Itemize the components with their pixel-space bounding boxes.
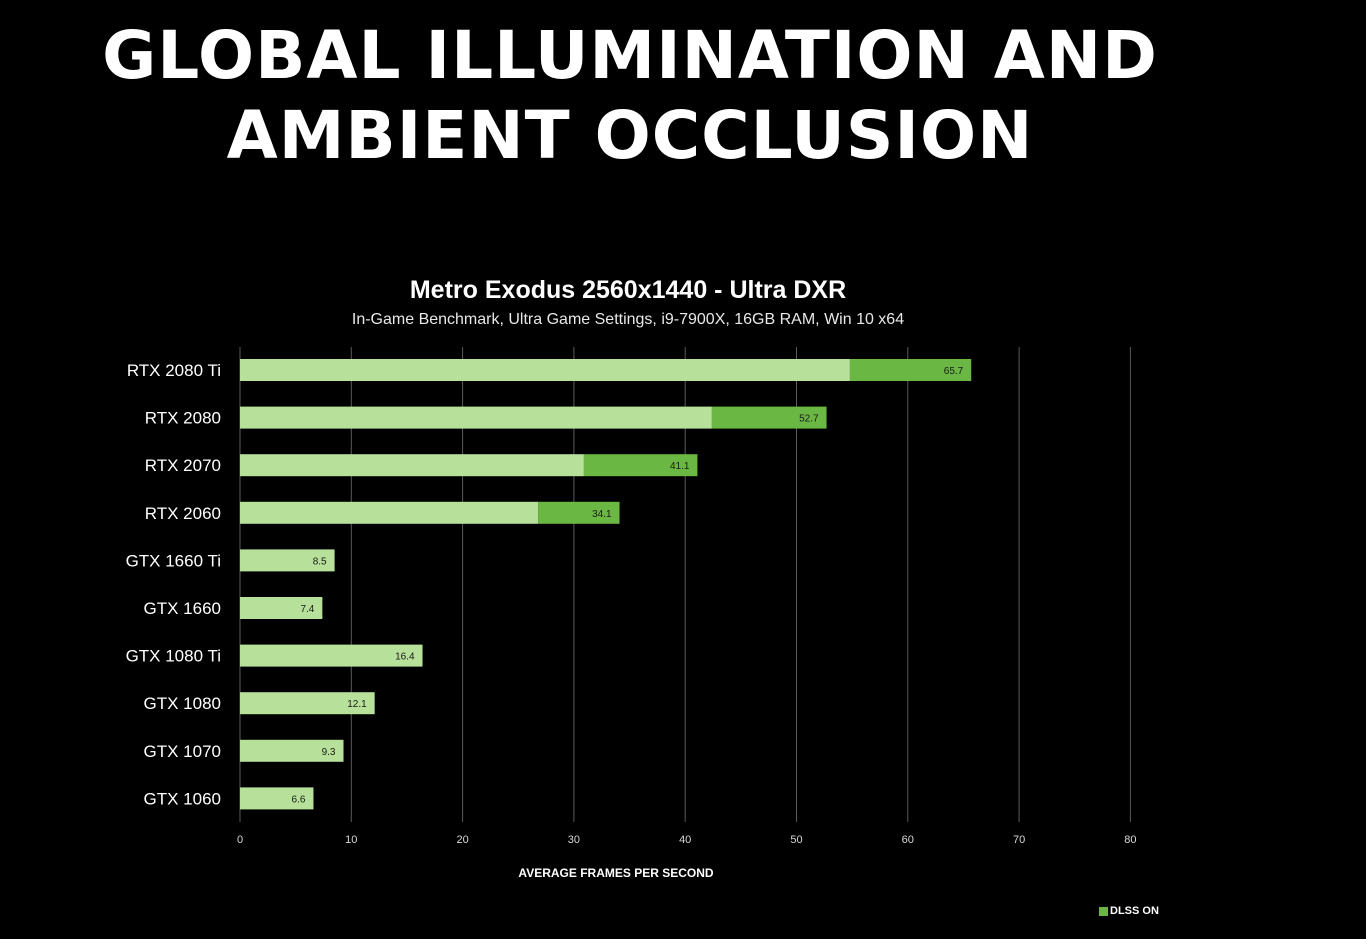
value-label: 65.7 [944,366,964,377]
legend-swatch-dlss [1099,906,1108,916]
x-tick-label: 70 [1013,834,1025,846]
x-tick-label: 60 [902,834,914,846]
x-tick-label: 40 [679,834,691,846]
category-label: GTX 1660 Ti [126,551,221,570]
bar-base [240,692,375,715]
value-label: 52.7 [799,414,819,425]
value-label: 41.1 [670,461,690,472]
legend: DLSS ON [1099,905,1159,917]
value-label: 12.1 [347,699,367,710]
x-tick-label: 10 [345,834,357,846]
bar-base [240,501,539,524]
bar-base [240,549,335,572]
chart-subtitle: In-Game Benchmark, Ultra Game Settings, … [351,311,905,328]
category-label: GTX 1660 [144,599,222,618]
value-label: 8.5 [313,556,327,567]
bar-base [240,787,314,810]
bar-base [240,739,344,762]
slide-title: GLOBAL ILLUMINATION AND AMBIENT OCCLUSIO… [0,16,1260,176]
value-label: 6.6 [292,794,306,805]
legend-label-dlss: DLSS ON [1110,905,1159,917]
bar-base [240,359,850,381]
bar-dlss [849,359,972,381]
slide-title-line-1: GLOBAL ILLUMINATION AND [102,17,1158,94]
x-tick-label: 30 [568,834,580,846]
bar-dlss [538,501,620,524]
category-label: RTX 2080 Ti [127,361,221,380]
bar-base [240,406,712,429]
bar-dlss [711,406,827,429]
x-axis-label: AVERAGE FRAMES PER SECOND [518,866,713,880]
value-label: 7.4 [300,604,314,615]
x-tick-label: 50 [790,834,802,846]
bar-base [240,454,584,477]
x-tick-label: 80 [1124,834,1136,846]
category-label: RTX 2070 [145,456,221,475]
value-label: 34.1 [592,509,612,520]
value-label: 16.4 [395,652,415,663]
slide-title-line-2: AMBIENT OCCLUSION [226,97,1034,174]
bar-base [240,644,423,667]
chart-title: Metro Exodus 2560x1440 - Ultra DXR [409,276,847,304]
category-label: RTX 2060 [145,504,221,523]
bar-dlss [583,454,698,477]
category-label: GTX 1080 Ti [126,647,221,666]
bar-base [240,597,323,619]
category-label: GTX 1080 [144,694,222,713]
value-label: 9.3 [322,747,336,758]
x-tick-label: 20 [456,834,468,846]
x-tick-label: 0 [237,834,243,846]
category-label: GTX 1060 [144,789,222,808]
category-label: RTX 2080 [145,409,221,428]
category-label: GTX 1070 [144,742,222,761]
